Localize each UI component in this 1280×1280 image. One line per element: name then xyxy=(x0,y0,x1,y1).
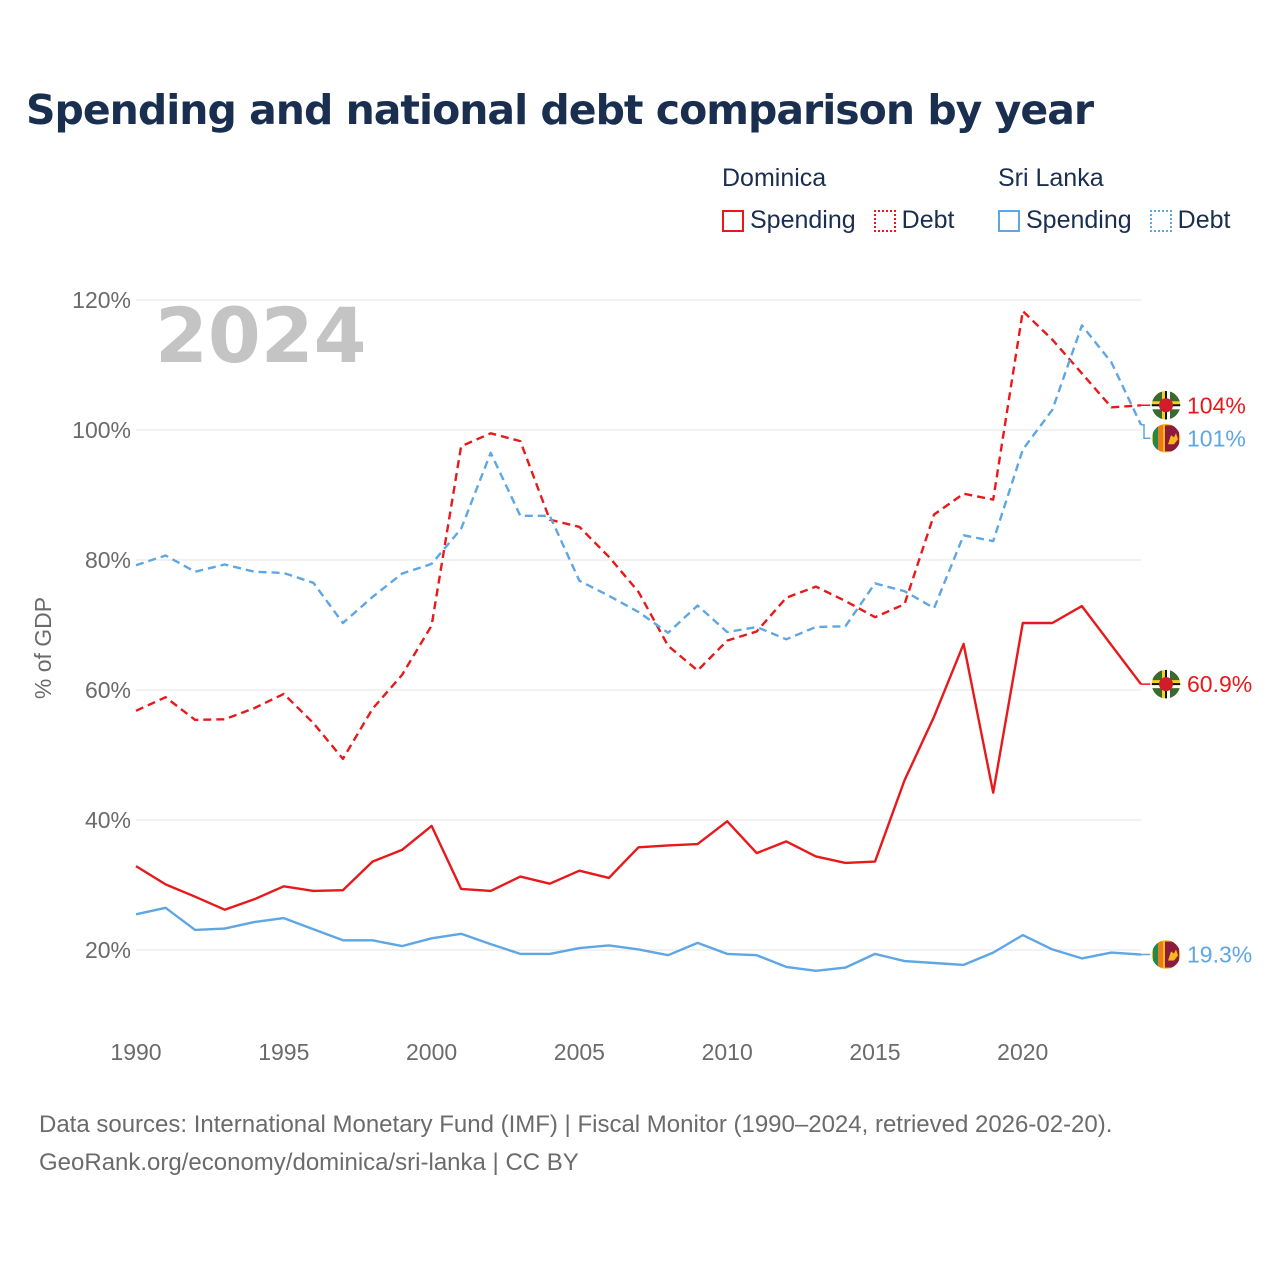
x-tick-label: 2015 xyxy=(849,1039,900,1065)
legend-swatch-sri-lanka-debt xyxy=(1149,209,1172,232)
x-tick-label: 2000 xyxy=(406,1039,457,1065)
end-value-label-dominica-spending: 60.9% xyxy=(1187,671,1252,697)
legend-item-dominica-spending[interactable]: Spending xyxy=(722,206,856,235)
legend-label: Debt xyxy=(901,206,955,234)
legend-label: Spending xyxy=(1026,206,1132,234)
y-tick-label: 20% xyxy=(85,937,131,963)
chart-title: Spending and national debt comparison by… xyxy=(26,86,1094,134)
legend-swatch-dominica-spending xyxy=(722,209,744,232)
y-tick-label: 40% xyxy=(85,807,131,833)
y-axis: 20% 40% 60% 80% 100% 120% xyxy=(72,287,131,963)
dominica-flag-icon xyxy=(1150,668,1182,700)
legend-item-sri-lanka-spending[interactable]: Spending xyxy=(998,206,1132,235)
line-chart: 20% 40% 60% 80% 100% 120% 1990 1995 2000 2005 201… xyxy=(30,287,1252,1065)
legend-swatch-sri-lanka-spending xyxy=(998,209,1020,232)
x-tick-label: 2010 xyxy=(702,1039,753,1065)
series-line-dominica-debt xyxy=(135,309,1142,761)
footer: Data sources: International Monetary Fun… xyxy=(39,1106,1112,1182)
series-group xyxy=(135,309,1143,972)
y-tick-label: 80% xyxy=(85,547,131,573)
legend-swatch-dominica-debt xyxy=(873,209,896,232)
data-sources: Data sources: International Monetary Fun… xyxy=(39,1111,1113,1138)
legend-group-dominica: Dominica Spending Debt xyxy=(722,162,972,235)
legend-country-dominica: Dominica xyxy=(722,164,827,192)
y-tick-label: 120% xyxy=(72,287,131,313)
x-tick-label: 2005 xyxy=(554,1039,605,1065)
x-tick-label: 1995 xyxy=(258,1039,309,1065)
series-line-dominica-spending xyxy=(135,604,1142,911)
series-line-sri-lanka-spending xyxy=(135,906,1142,972)
y-tick-label: 60% xyxy=(85,677,131,703)
sri-lanka-flag-icon xyxy=(1150,938,1182,971)
legend-country-sri-lanka: Sri Lanka xyxy=(998,164,1104,192)
grid xyxy=(136,299,1141,951)
x-tick-label: 2020 xyxy=(997,1039,1048,1065)
legend-item-sri-lanka-debt[interactable]: Debt xyxy=(1149,206,1231,235)
legend-label: Debt xyxy=(1177,206,1231,234)
end-value-label-dominica-debt: 104% xyxy=(1187,392,1246,418)
x-axis: 1990 1995 2000 2005 2010 2015 2020 xyxy=(110,1039,1048,1065)
x-tick-label: 1990 xyxy=(110,1039,161,1065)
end-value-label-sri-lanka-spending: 19.3% xyxy=(1187,942,1252,968)
credit-link[interactable]: GeoRank.org/economy/dominica/sri-lanka |… xyxy=(39,1149,579,1176)
y-axis-label: % of GDP xyxy=(30,597,56,699)
legend-label: Spending xyxy=(750,206,856,234)
year-watermark: 2024 xyxy=(155,291,367,380)
series-line-sri-lanka-debt xyxy=(135,324,1143,641)
legend-item-dominica-debt[interactable]: Debt xyxy=(873,206,955,235)
dominica-flag-icon xyxy=(1150,389,1182,422)
end-labels: 104% 101% 60.9% 19.3% xyxy=(1141,389,1252,971)
legend-group-sri-lanka: Sri Lanka Spending Debt xyxy=(998,162,1248,235)
sri-lanka-flag-icon xyxy=(1150,422,1182,455)
y-tick-label: 100% xyxy=(72,417,131,443)
end-value-label-sri-lanka-debt: 101% xyxy=(1187,425,1246,451)
